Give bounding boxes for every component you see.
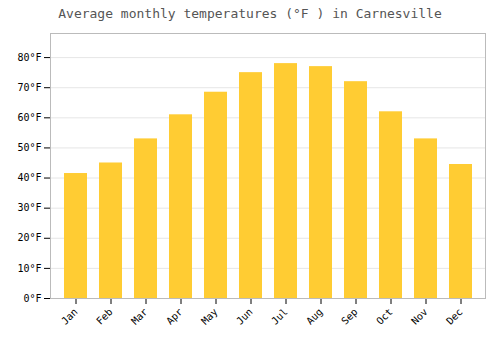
svg-text:Oct: Oct (374, 306, 395, 327)
svg-text:Aug: Aug (304, 306, 325, 327)
svg-text:Jun: Jun (234, 306, 255, 327)
svg-text:Nov: Nov (409, 306, 430, 327)
svg-text:30°F: 30°F (17, 202, 41, 213)
html-text:Average monthly temperatures (: Average monthly temperatures (°F ) in Ca… (58, 6, 442, 21)
svg-text:40°F: 40°F (17, 172, 41, 183)
svg-text:80°F: 80°F (17, 52, 41, 63)
svg-text:20°F: 20°F (17, 232, 41, 243)
svg-text:60°F: 60°F (17, 112, 41, 123)
svg-text:0°F: 0°F (23, 293, 41, 304)
svg-text:Jan: Jan (59, 306, 80, 327)
svg-text:70°F: 70°F (17, 82, 41, 93)
svg-text:Dec: Dec (444, 306, 465, 327)
svg-text:Feb: Feb (94, 306, 115, 327)
svg-text:May: May (199, 306, 220, 327)
svg-text:Mar: Mar (129, 306, 150, 327)
svg-text:Jul: Jul (269, 306, 290, 327)
svg-text:Apr: Apr (164, 306, 185, 327)
svg-text:10°F: 10°F (17, 263, 41, 274)
svg-text:50°F: 50°F (17, 142, 41, 153)
svg-text:Sep: Sep (339, 306, 360, 327)
